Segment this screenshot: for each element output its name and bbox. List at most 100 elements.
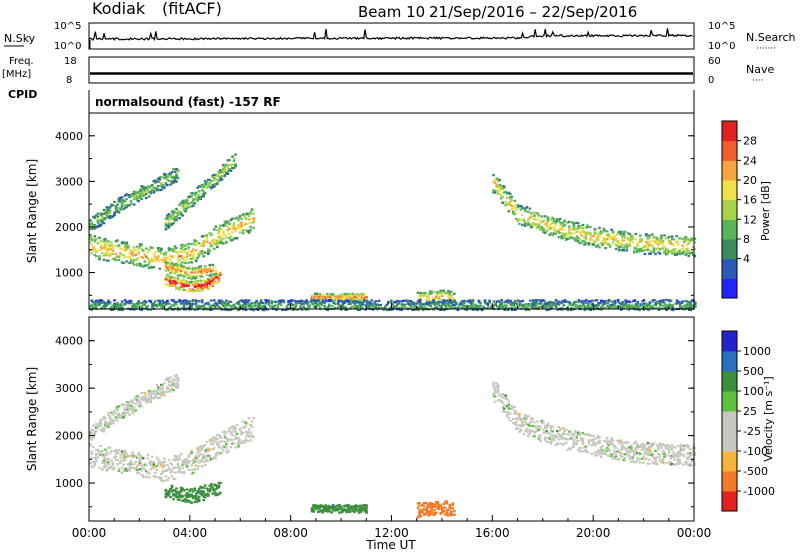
velocity-cell [138, 401, 142, 404]
power-cell [190, 250, 193, 253]
velocity-cell [200, 486, 204, 489]
velocity-cell [611, 455, 615, 458]
velocity-cell [619, 439, 622, 442]
velocity-cell [176, 378, 180, 381]
velocity-cell [229, 446, 233, 449]
power-cell [687, 308, 691, 311]
power-cell [185, 207, 189, 210]
power-cell [161, 303, 165, 306]
power-cell [620, 249, 624, 252]
velocity-cell [116, 408, 119, 411]
power-cell [510, 207, 514, 210]
power-cell [601, 241, 604, 244]
velocity-cell [176, 376, 180, 380]
power-cell [140, 185, 143, 188]
power-cell [631, 241, 635, 244]
power-cell [232, 223, 236, 226]
power-cell [615, 306, 618, 309]
power-cell [501, 185, 504, 188]
power-cell [219, 301, 222, 304]
power-cell [306, 304, 310, 307]
velocity-cell [102, 430, 106, 433]
power-cell [102, 208, 106, 211]
power-cell [605, 240, 609, 243]
power-cell [143, 192, 147, 195]
power-cell [531, 212, 535, 215]
velocity-cell [563, 433, 566, 436]
velocity-cell [509, 412, 512, 415]
velocity-cell [610, 453, 613, 456]
power-cell [161, 299, 165, 302]
power-cell [145, 306, 148, 309]
power-cell [203, 235, 207, 238]
power-cell [264, 299, 267, 302]
velocity-cell [200, 448, 204, 451]
power-cell [120, 300, 124, 303]
power-cell [134, 305, 137, 308]
power-cell [516, 203, 520, 206]
power-cell [367, 302, 370, 305]
power-cell [213, 173, 216, 176]
power-cell [544, 301, 547, 304]
power-cell [137, 257, 140, 260]
power-cell [184, 273, 187, 276]
power-cell [205, 270, 209, 273]
velocity-cell [549, 435, 553, 438]
power-cell [356, 300, 360, 303]
power-cell [300, 308, 304, 311]
power-cell [367, 305, 370, 308]
power-cell [205, 238, 209, 241]
velocity-cell [95, 448, 98, 451]
power-cell [140, 308, 143, 311]
power-cell [417, 306, 420, 309]
power-cell [208, 268, 212, 271]
velocity-cell [125, 469, 128, 472]
power-cell [542, 304, 546, 307]
velocity-cell [92, 429, 95, 432]
power-cell [210, 179, 213, 183]
nave-tick-low: 0 [708, 75, 714, 86]
power-cell [678, 306, 682, 309]
power-cell [129, 199, 133, 203]
velocity-cell [96, 448, 100, 451]
power-cell [596, 238, 600, 241]
power-cell [262, 309, 266, 312]
power-cell [527, 302, 531, 306]
power-cell [197, 242, 201, 245]
power-cell [178, 259, 181, 262]
velocity-cell [580, 438, 583, 441]
power-cell [430, 290, 433, 293]
velocity-cell [205, 487, 209, 490]
velocity-cell [149, 398, 153, 401]
velocity-cell [95, 459, 98, 463]
power-cell [344, 292, 347, 295]
power-cell [179, 263, 183, 266]
power-cell [284, 308, 287, 312]
velocity-cell [598, 450, 601, 453]
power-cell [358, 304, 361, 307]
power-cell [576, 305, 579, 308]
power-cell [471, 306, 475, 309]
power-cell [175, 303, 178, 306]
power-cell [642, 249, 645, 252]
power-cell [517, 299, 520, 302]
power-cell [636, 242, 639, 245]
velocity-cell [555, 430, 559, 433]
power-cell [123, 255, 127, 259]
power-cell [629, 305, 632, 308]
power-cell [311, 303, 314, 306]
power-cell [170, 299, 174, 302]
power-cell [170, 276, 174, 279]
power-cell [347, 296, 350, 299]
power-cell [686, 300, 689, 303]
power-cell [409, 304, 413, 307]
power-cell [89, 305, 92, 308]
power-cell [129, 302, 133, 305]
power-cell [594, 299, 597, 302]
power-cell [365, 300, 369, 303]
power-cell [574, 221, 577, 225]
power-cell [240, 221, 243, 224]
velocity-cell [493, 400, 497, 403]
velocity-cell [238, 441, 242, 444]
power-cell [568, 303, 572, 307]
